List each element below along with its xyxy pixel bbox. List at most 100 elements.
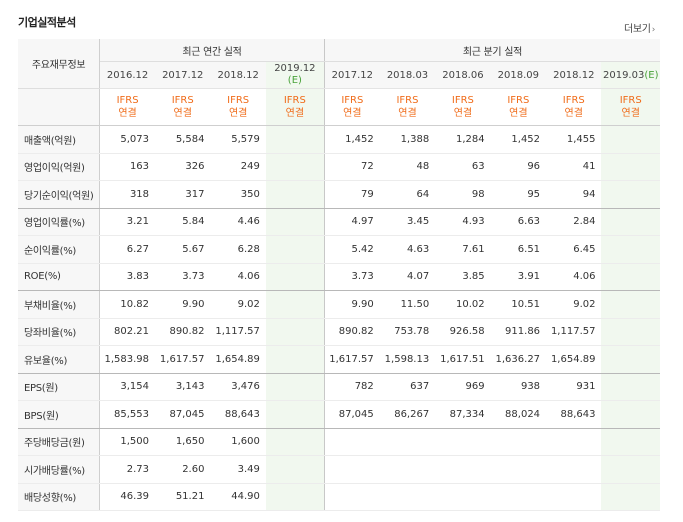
quarter-period-header: 2018.03 bbox=[379, 61, 436, 89]
ifrs-consolidated-header: IFRS 연결 bbox=[601, 88, 660, 126]
quarter-value-cell: 86,267 bbox=[379, 400, 436, 429]
annual-estimate-cell bbox=[265, 290, 325, 319]
ifrs-consolidated-header: IFRS 연결 bbox=[210, 88, 266, 126]
annual-value-cell: 1,583.98 bbox=[99, 345, 156, 374]
annual-value-cell: 3,476 bbox=[210, 373, 266, 401]
quarter-estimate-cell bbox=[601, 180, 660, 209]
quarter-value-cell: 926.58 bbox=[435, 318, 491, 346]
annual-estimate-cell bbox=[265, 208, 325, 236]
annual-estimate-tag: (E) bbox=[287, 75, 302, 86]
quarter-estimate-cell bbox=[601, 235, 660, 264]
quarter-estimate-cell bbox=[601, 153, 660, 181]
quarter-value-cell: 753.78 bbox=[379, 318, 436, 346]
more-link[interactable]: 더보기› bbox=[624, 20, 655, 35]
metric-label: 순이익률(%) bbox=[18, 235, 101, 264]
quarter-value-cell: 72 bbox=[324, 153, 380, 181]
quarter-value-cell bbox=[435, 428, 491, 456]
ifrs-consolidated-header: IFRS 연결 bbox=[155, 88, 211, 126]
annual-value-cell: 3.21 bbox=[99, 208, 156, 236]
row-header-label: 주요재무정보 bbox=[18, 39, 101, 89]
quarter-estimate-cell bbox=[601, 345, 660, 374]
quarter-value-cell: 88,643 bbox=[546, 400, 602, 429]
quarter-value-cell: 1,452 bbox=[490, 125, 547, 154]
annual-value-cell: 1,600 bbox=[210, 428, 266, 456]
annual-value-cell: 51.21 bbox=[155, 483, 211, 511]
quarter-value-cell bbox=[546, 483, 602, 511]
annual-value-cell: 249 bbox=[210, 153, 266, 181]
annual-value-cell: 3,143 bbox=[155, 373, 211, 401]
annual-value-cell: 88,643 bbox=[210, 400, 266, 429]
annual-value-cell: 318 bbox=[99, 180, 156, 209]
quarter-period-header: 2018.09 bbox=[490, 61, 547, 89]
quarter-value-cell bbox=[324, 483, 380, 511]
consolidated-label: 연결 bbox=[509, 108, 528, 119]
quarter-value-cell bbox=[546, 455, 602, 484]
ifrs-label: IFRS bbox=[341, 95, 364, 106]
annual-period-header: 2017.12 bbox=[155, 61, 211, 89]
ifrs-label: IFRS bbox=[171, 95, 194, 106]
annual-value-cell: 1,650 bbox=[155, 428, 211, 456]
annual-value-cell: 3.49 bbox=[210, 455, 266, 484]
quarter-estimate-date: 2019.03 bbox=[602, 69, 645, 81]
financial-summary-table: 주요재무정보 최근 연간 실적 최근 분기 실적 2016.12 2017.12… bbox=[18, 39, 660, 511]
annual-value-cell: 326 bbox=[155, 153, 211, 181]
quarter-value-cell: 3.73 bbox=[324, 263, 380, 291]
quarter-estimate-cell bbox=[601, 208, 660, 236]
quarter-period-header: 2018.06 bbox=[435, 61, 491, 89]
quarter-value-cell: 6.45 bbox=[546, 235, 602, 264]
quarter-value-cell: 9.02 bbox=[546, 290, 602, 319]
annual-estimate-cell bbox=[265, 153, 325, 181]
table-row: 주당배당금(원) 1,500 1,650 1,600 bbox=[18, 428, 660, 456]
quarter-group-header: 최근 분기 실적 bbox=[324, 39, 660, 62]
ifrs-label: IFRS bbox=[283, 95, 306, 106]
annual-value-cell: 5,073 bbox=[99, 125, 156, 154]
ifrs-label: IFRS bbox=[116, 95, 139, 106]
metric-label: 유보율(%) bbox=[18, 345, 101, 374]
quarter-value-cell bbox=[546, 428, 602, 456]
consolidated-label: 연결 bbox=[285, 108, 305, 119]
quarter-value-cell: 911.86 bbox=[490, 318, 547, 346]
metric-label: 당기순이익(억원) bbox=[18, 180, 101, 209]
annual-value-cell: 5.67 bbox=[155, 235, 211, 264]
quarter-value-cell: 3.45 bbox=[379, 208, 436, 236]
quarter-value-cell: 3.91 bbox=[490, 263, 547, 291]
quarter-value-cell: 890.82 bbox=[324, 318, 380, 346]
annual-value-cell: 350 bbox=[210, 180, 266, 209]
annual-value-cell: 10.82 bbox=[99, 290, 156, 319]
annual-value-cell: 9.02 bbox=[210, 290, 266, 319]
quarter-value-cell bbox=[324, 428, 380, 456]
ifrs-consolidated-header: IFRS 연결 bbox=[379, 88, 436, 126]
table-row: 영업이익(억원) 163 326 249 72 48 63 96 41 bbox=[18, 153, 660, 181]
annual-value-cell: 6.27 bbox=[99, 235, 156, 264]
ifrs-consolidated-header: IFRS 연결 bbox=[99, 88, 156, 126]
metric-label: 주당배당금(원) bbox=[18, 428, 101, 456]
table-row: 유보율(%) 1,583.98 1,617.57 1,654.89 1,617.57 1,… bbox=[18, 345, 660, 374]
quarter-value-cell bbox=[324, 455, 380, 484]
metric-label: 매출액(억원) bbox=[18, 125, 101, 154]
annual-value-cell: 163 bbox=[99, 153, 156, 181]
ifrs-consolidated-header: IFRS 연결 bbox=[324, 88, 380, 126]
quarter-period-header: 2017.12 bbox=[324, 61, 380, 89]
section-title: 기업실적분석 bbox=[18, 16, 76, 29]
quarter-value-cell: 2.84 bbox=[546, 208, 602, 236]
ifrs-label: IFRS bbox=[451, 95, 474, 106]
quarter-value-cell: 1,452 bbox=[324, 125, 380, 154]
consolidated-label: 연결 bbox=[118, 108, 137, 119]
quarter-value-cell: 6.51 bbox=[490, 235, 547, 264]
table-row: 매출액(억원) 5,073 5,584 5,579 1,452 1,388 1,284 1,4… bbox=[18, 125, 660, 154]
ifrs-label: IFRS bbox=[619, 95, 642, 106]
annual-estimate-cell bbox=[265, 180, 325, 209]
consolidated-label: 연결 bbox=[228, 108, 248, 119]
more-link-label: 더보기 bbox=[624, 24, 651, 35]
quarter-value-cell: 98 bbox=[435, 180, 491, 209]
annual-value-cell: 2.60 bbox=[155, 455, 211, 484]
quarter-value-cell: 4.07 bbox=[379, 263, 436, 291]
ifrs-label: IFRS bbox=[507, 95, 530, 106]
quarter-estimate-cell bbox=[601, 290, 660, 319]
quarter-value-cell: 1,117.57 bbox=[546, 318, 602, 346]
annual-estimate-cell bbox=[265, 400, 325, 429]
annual-value-cell: 5,579 bbox=[210, 125, 266, 154]
quarter-value-cell: 41 bbox=[546, 153, 602, 181]
consolidated-label: 연결 bbox=[398, 108, 417, 119]
ifrs-consolidated-header: IFRS 연결 bbox=[265, 88, 325, 126]
